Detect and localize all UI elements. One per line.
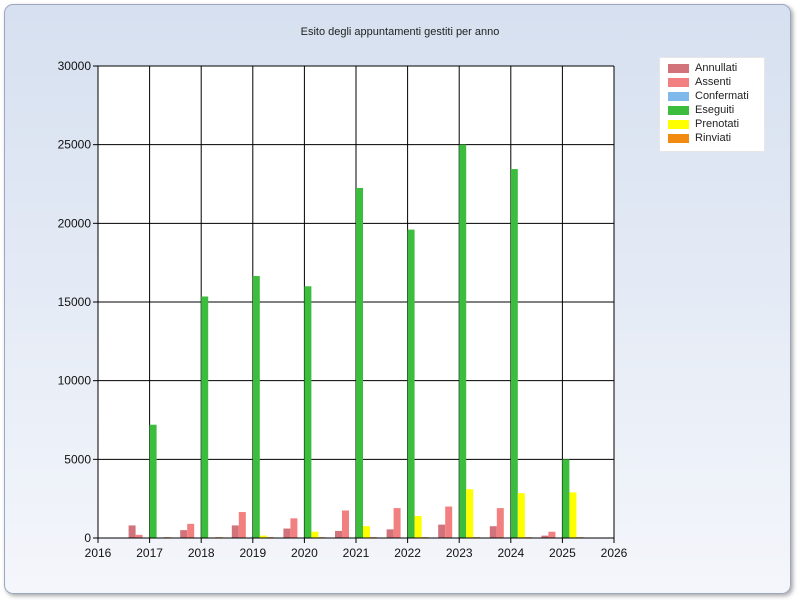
bar-prenotati-2019	[259, 535, 267, 538]
legend-label: Eseguiti	[695, 104, 735, 116]
y-tick-label: 10000	[58, 374, 92, 388]
bar-prenotati-2024	[517, 493, 525, 538]
bar-annullati-2017	[128, 525, 136, 538]
x-tick-label: 2017	[136, 546, 163, 560]
x-tick-label: 2016	[85, 546, 112, 560]
bar-assenti-2017	[135, 534, 143, 538]
bar-annullati-2020	[283, 528, 291, 538]
bar-assenti-2022	[393, 508, 401, 538]
bar-eseguiti-2025	[562, 459, 570, 538]
bar-eseguiti-2017	[149, 424, 157, 538]
x-tick-label: 2019	[239, 546, 266, 560]
y-tick-label: 0	[84, 531, 91, 545]
bar-prenotati-2025	[569, 492, 577, 538]
legend-label: Rinviati	[695, 132, 732, 144]
axes	[93, 65, 615, 543]
bar-annullati-2025	[541, 535, 549, 538]
legend-swatch	[668, 92, 689, 101]
x-tick-label: 2020	[291, 546, 318, 560]
y-tick-label: 20000	[58, 216, 92, 230]
bar-prenotati-2020	[311, 531, 319, 538]
legend-label: Confermati	[695, 90, 749, 102]
bar-annullati-2022	[386, 529, 394, 538]
y-tick-label: 25000	[58, 138, 92, 152]
bar-assenti-2019	[238, 512, 246, 538]
bar-assenti-2018	[187, 523, 195, 538]
bar-eseguiti-2022	[407, 229, 415, 539]
chart-title: Esito degli appuntamenti gestiti per ann…	[300, 26, 500, 38]
bar-eseguiti-2021	[356, 187, 363, 538]
bar-prenotati-2023	[466, 489, 474, 538]
x-tick-label: 2021	[343, 546, 370, 560]
y-tick-labels: 0 5000 10000 15000 20000 25000 30000	[58, 59, 92, 545]
bar-assenti-2025	[548, 531, 556, 538]
bar-annullati-2018	[180, 530, 188, 538]
bar-annullati-2019	[231, 525, 239, 538]
x-tick-label: 2023	[446, 546, 473, 560]
bar-prenotati-2021	[363, 526, 370, 538]
x-tick-label: 2018	[188, 546, 215, 560]
legend-label: Prenotati	[695, 118, 740, 130]
x-tick-labels: 2016 2017 2018 2019 2020 2021 2022 2023 2024 2025…	[85, 546, 628, 560]
legend-label: Assenti	[695, 76, 732, 88]
legend-swatch	[668, 120, 689, 129]
y-tick-label: 15000	[58, 295, 92, 309]
x-tick-label: 2025	[549, 546, 576, 560]
legend-label: Annullati	[695, 62, 738, 74]
bar-eseguiti-2020	[304, 286, 312, 538]
bar-annullati-2023	[438, 524, 446, 538]
x-tick-label: 2026	[601, 546, 628, 560]
y-tick-label: 30000	[58, 59, 92, 73]
y-tick-label: 5000	[64, 452, 91, 466]
bar-prenotati-2022	[414, 515, 422, 538]
x-tick-label: 2024	[497, 546, 524, 560]
legend-swatch	[668, 64, 689, 73]
bars	[128, 144, 584, 539]
bar-eseguiti-2018	[201, 296, 209, 538]
bar-assenti-2024	[496, 508, 504, 538]
bar-eseguiti-2019	[252, 276, 260, 538]
x-tick-label: 2022	[394, 546, 421, 560]
legend: Annullati Assenti Confermati Eseguiti Prenot…	[659, 57, 765, 152]
bar-assenti-2021	[342, 510, 349, 538]
legend-swatch	[668, 134, 689, 143]
bar-eseguiti-2024	[510, 169, 518, 538]
legend-swatch	[668, 106, 689, 115]
bar-annullati-2024	[489, 526, 497, 538]
bar-eseguiti-2023	[459, 144, 467, 538]
bar-assenti-2020	[290, 518, 298, 538]
bar-annullati-2021	[335, 530, 342, 538]
bar-assenti-2023	[445, 506, 453, 538]
legend-swatch	[668, 78, 689, 87]
